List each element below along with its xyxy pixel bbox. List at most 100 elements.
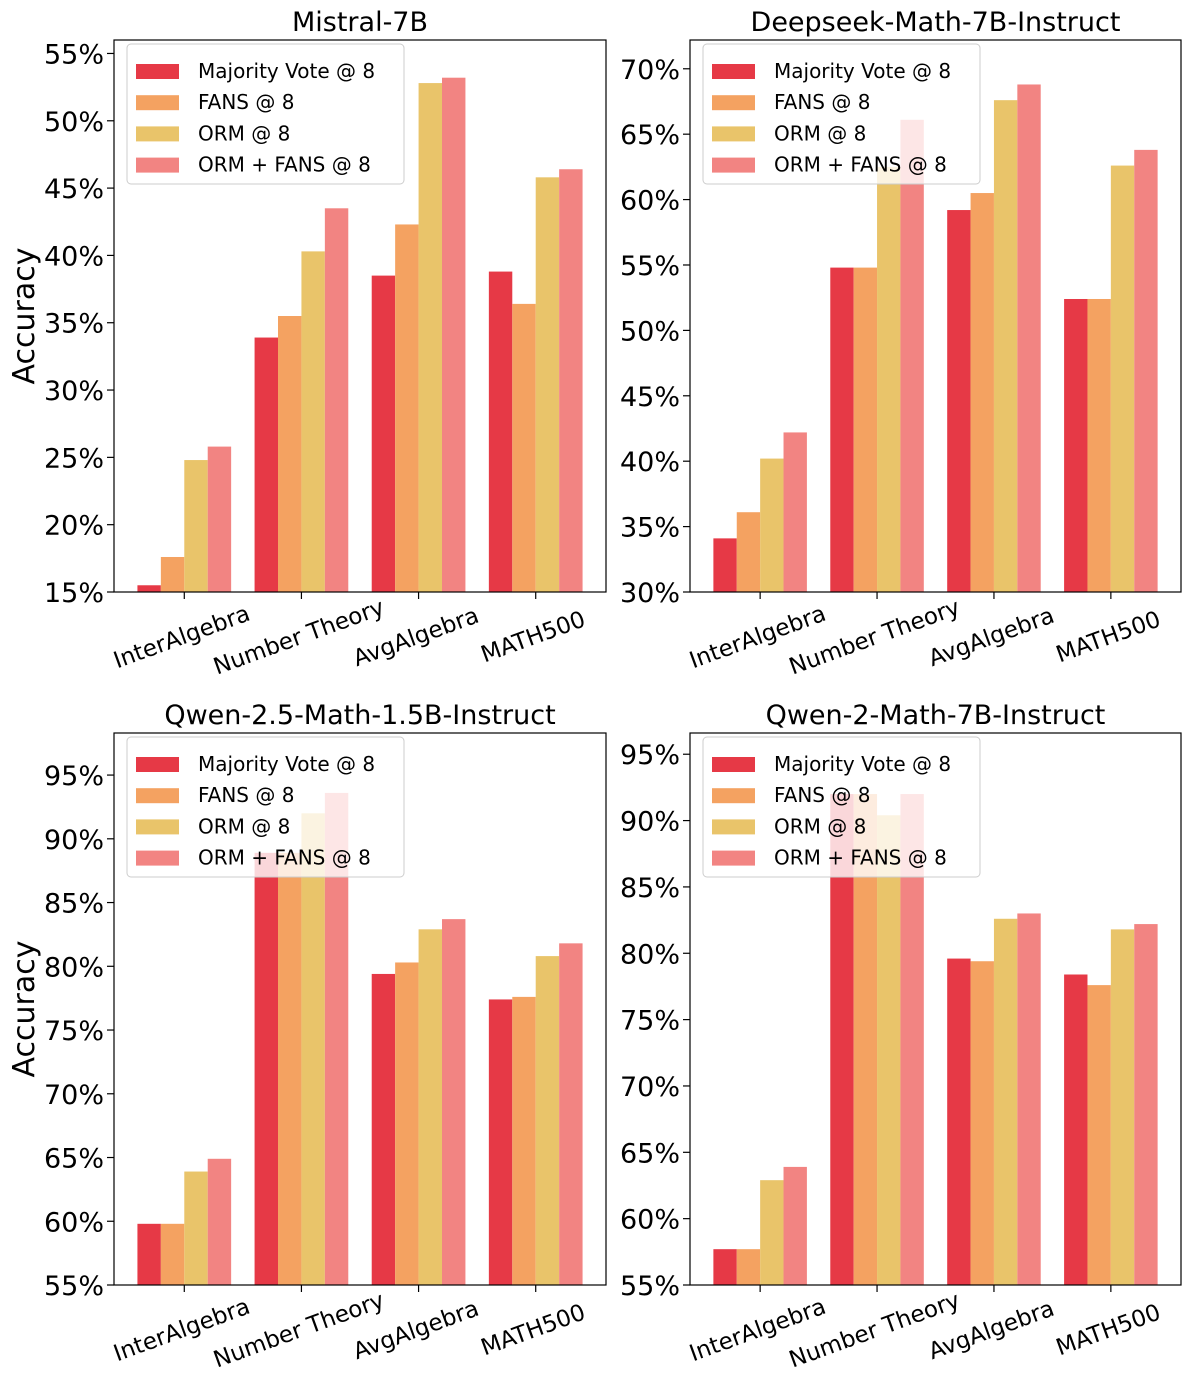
y-tick-label: 45% <box>620 382 680 413</box>
legend: Majority Vote @ 8 FANS @ 8 ORM @ 8 ORM + FA… <box>126 736 405 878</box>
legend-label-majority-vote-8: Majority Vote @ 8 <box>198 59 375 83</box>
y-tick-label: 60% <box>620 186 680 217</box>
bar-fans-8-math500 <box>512 996 536 1285</box>
bar-orm-8-math500 <box>1110 165 1135 592</box>
bar-orm-fans-8-interalgebra <box>783 432 807 592</box>
y-tick-label: 90% <box>44 825 104 856</box>
bar-orm-8-math500 <box>535 177 560 592</box>
bar-majority-vote-8-avgalgebra <box>371 275 396 592</box>
bar-majority-vote-8-interalgebra <box>713 1249 737 1285</box>
bar-majority-vote-8-interalgebra <box>137 585 161 592</box>
bar-orm-8-avgalgebra <box>418 929 442 1285</box>
legend-label-orm-8: ORM @ 8 <box>774 814 866 838</box>
bar-orm-8-interalgebra <box>760 458 784 592</box>
legend-swatch-orm-8 <box>712 819 755 835</box>
x-tick-label-math500: MATH500 <box>1053 1300 1164 1362</box>
legend-swatch-orm-8 <box>136 126 179 142</box>
y-tick-label: 45% <box>44 174 104 205</box>
legend-swatch-orm-fans-8 <box>136 157 179 173</box>
chart-panel-3: 55%60%65%70%75%80%85%90%95%InterAlgebraN… <box>7 700 607 1373</box>
y-tick-label: 65% <box>44 1144 104 1175</box>
bar-majority-vote-8-avgalgebra <box>947 210 971 592</box>
legend-swatch-orm-fans-8 <box>136 850 179 866</box>
bar-orm-fans-8-math500 <box>559 943 583 1285</box>
y-tick-label: 20% <box>44 511 104 542</box>
y-tick-label: 75% <box>44 1016 104 1047</box>
y-tick-label: 65% <box>620 1138 680 1169</box>
chart-title: Deepseek-Math-7B-Instruct <box>751 7 1121 38</box>
bar-majority-vote-8-number-theory <box>830 267 854 592</box>
y-tick-label: 70% <box>620 1072 680 1103</box>
bar-orm-fans-8-avgalgebra <box>442 919 466 1285</box>
legend-label-orm-8: ORM @ 8 <box>774 121 866 145</box>
y-tick-label: 30% <box>44 376 104 407</box>
bar-orm-8-number-theory <box>301 251 325 592</box>
y-tick-label: 55% <box>620 251 680 282</box>
bar-orm-fans-8-avgalgebra <box>442 77 466 592</box>
plot-frame <box>689 732 1182 1286</box>
bar-fans-8-math500 <box>1087 985 1111 1285</box>
legend-swatch-orm-fans-8 <box>712 850 755 866</box>
legend: Majority Vote @ 8 FANS @ 8 ORM @ 8 ORM + FA… <box>702 43 981 185</box>
chart-panel-1: 15%20%25%30%35%40%45%50%55%InterAlgebraN… <box>7 7 607 680</box>
y-tick-label: 70% <box>44 1080 104 1111</box>
legend: Majority Vote @ 8 FANS @ 8 ORM @ 8 ORM + FA… <box>702 736 981 878</box>
legend-label-orm-8: ORM @ 8 <box>198 814 290 838</box>
bar-fans-8-math500 <box>1087 298 1111 592</box>
bar-majority-vote-8-number-theory <box>830 794 854 1285</box>
bar-fans-8-avgalgebra <box>395 962 419 1285</box>
y-tick-label: 55% <box>44 1271 104 1302</box>
bar-fans-8-avgalgebra <box>970 961 994 1285</box>
y-tick-label: 40% <box>44 241 104 272</box>
y-tick-label: 60% <box>44 1207 104 1238</box>
legend-box <box>126 43 405 185</box>
y-tick-label: 85% <box>44 889 104 920</box>
y-tick-label: 40% <box>620 447 680 478</box>
legend-swatch-orm-8 <box>712 126 755 142</box>
chart-panel-4: 55%60%65%70%75%80%85%90%95%InterAlgebraN… <box>620 700 1182 1373</box>
bar-fans-8-number-theory <box>278 316 302 592</box>
plot-frame <box>113 732 607 1286</box>
y-tick-label: 30% <box>620 578 680 609</box>
chart-title: Mistral-7B <box>292 7 428 38</box>
legend-box <box>702 736 981 878</box>
y-tick-label: 55% <box>44 39 104 70</box>
y-tick-label: 85% <box>620 873 680 904</box>
y-tick-label: 90% <box>620 807 680 838</box>
legend-swatch-fans-8 <box>136 95 179 111</box>
bar-orm-fans-8-avgalgebra <box>1017 913 1041 1285</box>
bar-orm-fans-8-number-theory <box>324 208 349 593</box>
bar-majority-vote-8-avgalgebra <box>947 958 971 1285</box>
y-tick-label: 65% <box>620 120 680 151</box>
bar-orm-fans-8-number-theory <box>900 794 924 1285</box>
bar-majority-vote-8-math500 <box>1064 298 1088 592</box>
legend-swatch-majority-vote-8 <box>712 64 755 79</box>
bar-fans-8-interalgebra <box>736 512 761 592</box>
legend-swatch-orm-8 <box>136 819 179 835</box>
y-tick-label: 25% <box>44 443 104 474</box>
bar-orm-8-math500 <box>1110 929 1135 1285</box>
bar-fans-8-avgalgebra <box>395 224 419 592</box>
y-tick-label: 80% <box>620 939 680 970</box>
y-tick-label: 50% <box>44 107 104 138</box>
x-tick-label-math500: MATH500 <box>1053 607 1164 669</box>
bar-fans-8-interalgebra <box>160 1223 185 1285</box>
bar-majority-vote-8-math500 <box>1064 974 1088 1285</box>
legend-label-orm-fans-8: ORM + FANS @ 8 <box>198 153 371 177</box>
chart-panel-2: 30%35%40%45%50%55%60%65%70%InterAlgebraN… <box>620 7 1182 680</box>
legend-swatch-fans-8 <box>136 788 179 804</box>
y-tick-label: 35% <box>44 309 104 340</box>
legend-label-fans-8: FANS @ 8 <box>774 90 870 114</box>
y-tick-label: 95% <box>620 740 680 771</box>
legend-box <box>702 43 981 185</box>
bar-fans-8-number-theory <box>853 267 878 592</box>
bar-orm-fans-8-number-theory <box>324 792 349 1285</box>
y-tick-label: 75% <box>620 1006 680 1037</box>
legend: Majority Vote @ 8 FANS @ 8 ORM @ 8 ORM + FA… <box>126 43 405 185</box>
bar-fans-8-math500 <box>512 303 536 592</box>
y-axis-label: Accuracy <box>7 941 42 1078</box>
bar-orm-8-number-theory <box>301 813 325 1285</box>
legend-label-fans-8: FANS @ 8 <box>198 90 294 114</box>
legend-swatch-fans-8 <box>712 788 755 804</box>
legend-label-orm-fans-8: ORM + FANS @ 8 <box>774 153 947 177</box>
